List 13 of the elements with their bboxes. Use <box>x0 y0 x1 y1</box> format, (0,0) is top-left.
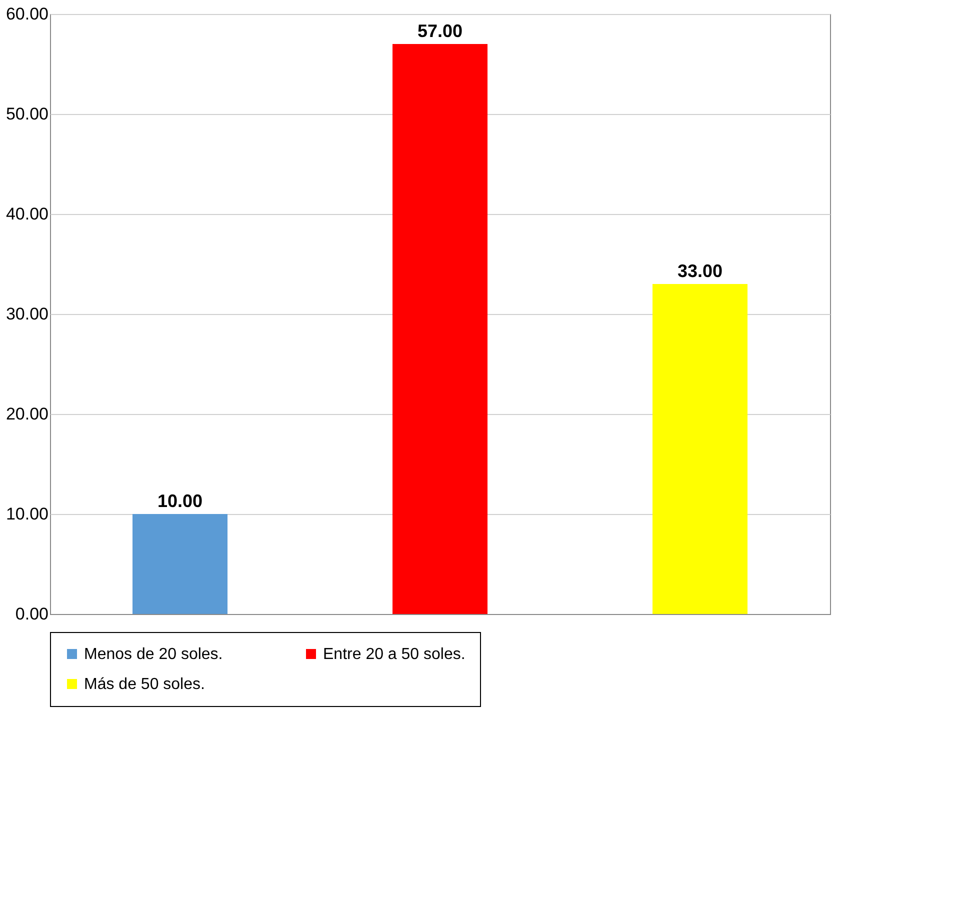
y-tick-label: 40.00 <box>6 204 48 224</box>
y-tick-label: 30.00 <box>6 304 48 324</box>
y-tick-label: 0.00 <box>15 604 48 624</box>
y-tick-label: 20.00 <box>6 404 48 424</box>
y-tick-label: 10.00 <box>6 504 48 524</box>
data-label: 33.00 <box>677 261 723 281</box>
legend-label: Más de 50 soles. <box>84 676 205 693</box>
legend-label: Entre 20 a 50 soles. <box>323 646 466 663</box>
data-label: 57.00 <box>417 21 463 41</box>
data-label: 10.00 <box>157 491 203 511</box>
legend-label: Menos de 20 soles. <box>84 646 223 663</box>
y-tick-label: 60.00 <box>6 4 48 24</box>
y-tick-label: 50.00 <box>6 104 48 124</box>
